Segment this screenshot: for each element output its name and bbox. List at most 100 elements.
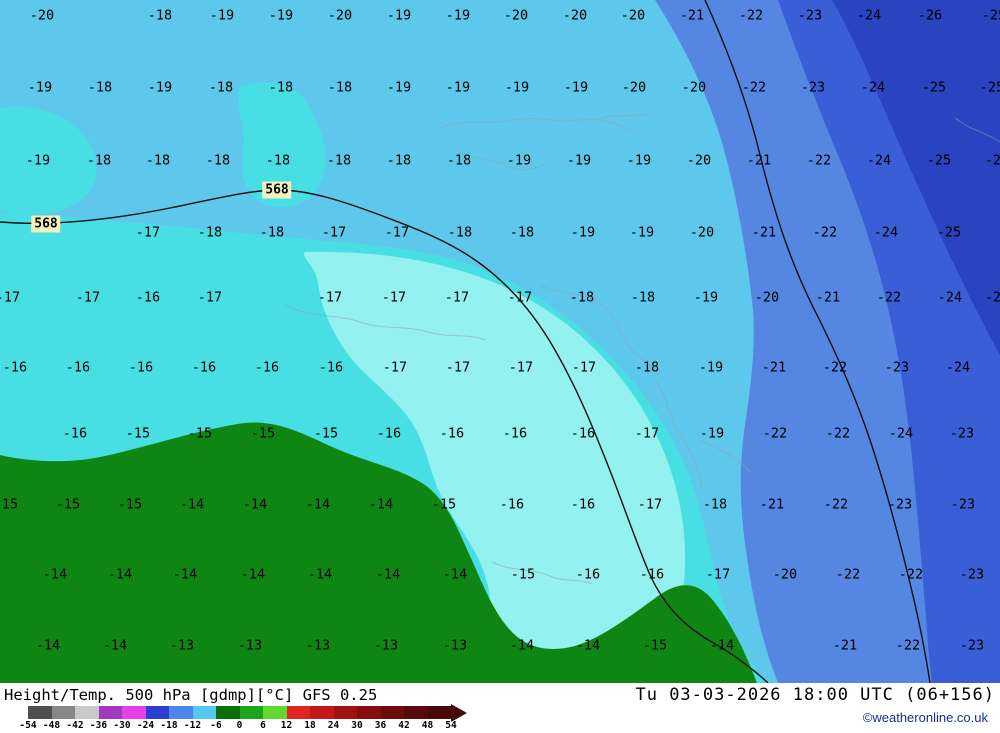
legend-tick-label: -54 (19, 720, 37, 731)
temp-value-label: -22 (741, 79, 767, 96)
legend-color-segment (263, 706, 287, 719)
temp-value-label: -19 (570, 224, 596, 241)
legend-color-segment (380, 706, 404, 719)
temp-value-label: -18 (197, 224, 223, 241)
map-regions-svg (0, 0, 1000, 683)
legend-ticks: -54 -48 -42 -36 -30 -24 -18 -12 -6 0 6 12 18 24 30 36 42… (19, 720, 468, 732)
legend-tick-label: 0 (236, 720, 243, 731)
temp-value-label: -13 (373, 637, 399, 654)
temp-value-label: -19 (386, 7, 412, 24)
temp-value-label: -14 (368, 496, 394, 513)
temp-value-label: -18 (265, 152, 291, 169)
legend-tick-label: 42 (398, 720, 410, 731)
temp-value-label: -17 (507, 289, 533, 306)
temp-value-label: -17 (317, 289, 343, 306)
legend-color-segment (333, 706, 357, 719)
temp-value-label: -16 (639, 566, 665, 583)
temp-value-label: -24 (945, 359, 971, 376)
legend-color-segment (357, 706, 381, 719)
height-contour-label: 568 (262, 181, 292, 199)
temp-value-label: -16 (254, 359, 280, 376)
temp-value-label: -21 (746, 152, 772, 169)
temp-value-label: -19 (445, 79, 471, 96)
map-datetime: Tu 03-03-2026 18:00 UTC (06+156) (635, 685, 995, 705)
coastline-borders (284, 113, 1000, 585)
temp-value-label: -19 (268, 7, 294, 24)
temp-value-label: -23 (959, 566, 985, 583)
temp-value-label: -14 (307, 566, 333, 583)
temp-value-label: -16 (570, 425, 596, 442)
legend-tick-label: 18 (304, 720, 316, 731)
legend-tick-label: 48 (421, 720, 434, 731)
temp-value-label: -25 (979, 79, 1000, 96)
temp-value-label: -22 (825, 425, 851, 442)
temp-value-label: -22 (806, 152, 832, 169)
temp-value-label: -23 (797, 7, 823, 24)
temp-value-label: -25 (936, 224, 962, 241)
temp-value-label: -18 (702, 496, 728, 513)
temp-value-label: -18 (509, 224, 535, 241)
temp-value-label: -18 (634, 359, 660, 376)
temp-value-label: -14 (35, 637, 61, 654)
temp-value-label: -25 (984, 152, 1000, 169)
temp-labels-layer: -20 -18 -19 -19 -20 -19 -19 -20 -20 -20 -21 -22 -23 -… (0, 7, 1000, 654)
temp-value-label: -18 (569, 289, 595, 306)
legend-bar-segments (28, 706, 451, 719)
temp-value-label: -17 (382, 359, 408, 376)
temp-value-label: -13 (305, 637, 331, 654)
temp-value-label: -21 (832, 637, 858, 654)
temp-value-label: -14 (42, 566, 68, 583)
contour-line-east (704, 0, 931, 683)
legend-arrow-icon (451, 703, 467, 722)
temp-value-label: -20 (29, 7, 55, 24)
legend-color-segment (310, 706, 334, 719)
contour-line-568 (0, 189, 769, 683)
temp-value-label: -24 (984, 289, 1000, 306)
temp-value-label: -16 (439, 425, 465, 442)
temp-value-label: -21 (761, 359, 787, 376)
temp-value-label: -18 (326, 152, 352, 169)
legend-color-segment (169, 706, 193, 719)
temp-value-label: -21 (751, 224, 777, 241)
temp-value-label: -17 (0, 289, 21, 306)
temp-value-label: -23 (884, 359, 910, 376)
legend-tick-label: -48 (42, 720, 61, 731)
legend-tick-label: -6 (210, 720, 222, 731)
temp-value-label: -18 (145, 152, 171, 169)
temp-value-label: -22 (876, 289, 902, 306)
temp-value-label: -18 (86, 152, 112, 169)
temp-value-label: -17 (508, 359, 534, 376)
legend-color-segment (216, 706, 240, 719)
temp-value-label: -21 (815, 289, 841, 306)
temp-value-label: -22 (823, 496, 849, 513)
temp-value-label: -25 (926, 152, 952, 169)
temp-value-label: -17 (444, 289, 470, 306)
temp-value-label: -17 (445, 359, 471, 376)
temp-value-label: -17 (135, 224, 161, 241)
height-labels-layer: 568 568 (31, 181, 292, 233)
temp-value-label: -19 (25, 152, 51, 169)
temp-value-label: -24 (860, 79, 886, 96)
temp-value-label: -15 (55, 496, 81, 513)
temp-value-label: -20 (754, 289, 780, 306)
temp-value-label: -21 (759, 496, 785, 513)
temp-value-label: -22 (898, 566, 924, 583)
temp-value-label: -20 (327, 7, 353, 24)
temp-value-label: -20 (503, 7, 529, 24)
temp-value-label: -22 (822, 359, 848, 376)
temp-value-label: -17 (637, 496, 663, 513)
temp-value-label: -23 (959, 637, 985, 654)
legend-color-segment (192, 706, 216, 719)
temp-value-label: -14 (305, 496, 331, 513)
temp-value-label: -23 (949, 425, 975, 442)
temp-value-label: -19 (693, 289, 719, 306)
temp-value-label: -14 (375, 566, 401, 583)
region-pale-cyan (304, 251, 686, 683)
copyright-link[interactable]: ©weatheronline.co.uk (862, 710, 988, 725)
temp-value-label: -19 (698, 359, 724, 376)
legend-color-segment (51, 706, 75, 719)
temp-value-label: -24 (873, 224, 899, 241)
temp-value-label: -18 (147, 7, 173, 24)
legend-tick-label: 6 (260, 720, 266, 731)
